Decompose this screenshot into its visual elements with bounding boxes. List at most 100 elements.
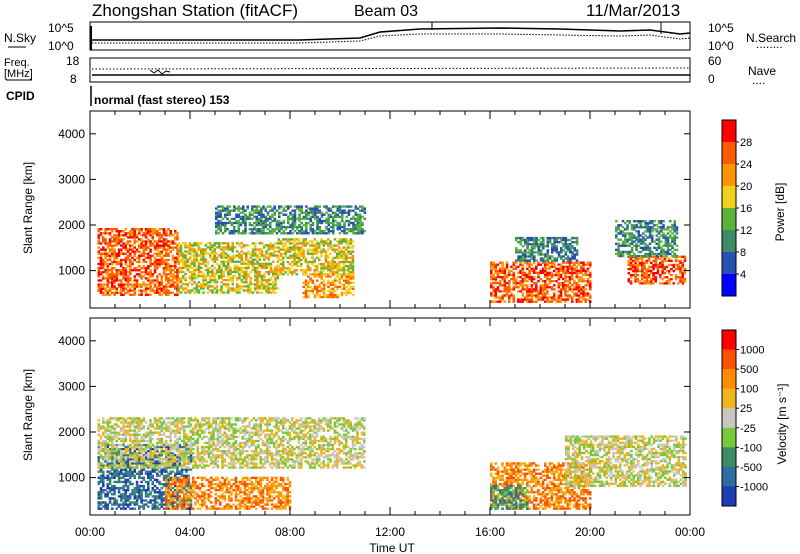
- echo-cell: [184, 256, 187, 259]
- echo-cell: [102, 425, 105, 428]
- echo-cell: [539, 298, 543, 301]
- echo-cell: [562, 261, 565, 264]
- echo-cell: [546, 238, 550, 242]
- echo-cell: [106, 503, 110, 506]
- echo-cell: [352, 285, 355, 289]
- echo-cell: [314, 209, 317, 212]
- echo-cell: [316, 211, 319, 214]
- echo-cell: [251, 217, 254, 221]
- echo-cell: [514, 282, 518, 285]
- echo-cell: [108, 482, 112, 486]
- echo-cell: [215, 289, 219, 292]
- echo-cell: [345, 228, 349, 231]
- echo-cell: [282, 207, 286, 210]
- echo-cell: [115, 252, 119, 255]
- echo-cell: [131, 489, 134, 492]
- echo-cell: [222, 274, 226, 278]
- echo-cell: [149, 271, 152, 274]
- echo-cell: [191, 266, 194, 270]
- echo-cell: [230, 232, 234, 235]
- echo-cell: [260, 266, 264, 270]
- echo-cell: [338, 215, 342, 219]
- echo-cell: [179, 248, 183, 251]
- echo-cell: [197, 244, 201, 247]
- echo-cell: [165, 262, 168, 266]
- echo-cell: [219, 223, 223, 227]
- echo-cell: [133, 285, 137, 288]
- echo-cell: [580, 288, 583, 291]
- echo-cell: [228, 213, 232, 216]
- echo-cell: [512, 275, 516, 279]
- echo-cell: [176, 236, 179, 239]
- echo-cell: [156, 460, 159, 463]
- echo-cell: [650, 278, 653, 281]
- echo-cell: [643, 282, 646, 285]
- echo-cell: [651, 236, 654, 239]
- echo-cell: [639, 222, 643, 225]
- echo-cell: [97, 275, 101, 278]
- echo-cell: [245, 272, 248, 276]
- echo-cell: [564, 284, 567, 287]
- echo-cell: [215, 256, 219, 259]
- echo-cell: [135, 484, 139, 488]
- echo-cell: [256, 285, 259, 288]
- echo-cell: [571, 296, 574, 299]
- echo-cell: [153, 244, 157, 247]
- echo-cell: [345, 279, 348, 282]
- echo-cell: [508, 273, 511, 277]
- echo-cell: [133, 279, 137, 282]
- echo-cell: [271, 207, 274, 210]
- echo-cell: [102, 283, 105, 286]
- echo-cell: [305, 230, 308, 233]
- echo-cell: [104, 287, 107, 290]
- echo-cell: [124, 283, 128, 286]
- echo-cell: [254, 254, 257, 257]
- echo-cell: [325, 211, 328, 214]
- echo-cell: [306, 248, 310, 251]
- echo-cell: [615, 230, 618, 233]
- echo-cell: [639, 238, 643, 241]
- echo-cell: [646, 224, 650, 227]
- echo-cell: [97, 287, 101, 290]
- echo-cell: [122, 468, 125, 471]
- echo-cell: [279, 248, 283, 251]
- echo-cell: [338, 279, 342, 282]
- echo-cell: [224, 254, 228, 257]
- echo-cell: [238, 252, 241, 255]
- echo-cell: [673, 222, 677, 225]
- echo-cell: [322, 244, 326, 247]
- echo-cell: [227, 272, 230, 276]
- echo-cell: [193, 272, 196, 276]
- echo-cell: [626, 244, 629, 247]
- echo-cell: [499, 284, 502, 287]
- echo-cell: [277, 242, 281, 245]
- echo-cell: [288, 254, 292, 257]
- echo-cell: [653, 246, 656, 250]
- date-title: 11/Mar/2013: [586, 1, 680, 20]
- echo-cell: [521, 298, 525, 301]
- echo-cell: [334, 215, 337, 219]
- echo-cell: [126, 462, 130, 465]
- echo-cell: [108, 250, 112, 253]
- echo-cell: [589, 286, 592, 289]
- echo-cell: [494, 290, 498, 293]
- echo-cell: [627, 261, 631, 265]
- echo-cell: [336, 225, 340, 229]
- echo-cell: [156, 287, 159, 290]
- echo-cell: [683, 272, 687, 275]
- echo-cell: [244, 230, 247, 233]
- echo-cell: [185, 499, 188, 502]
- echo-cell: [160, 258, 164, 262]
- echo-cell: [494, 267, 498, 270]
- echo-cell: [228, 232, 232, 235]
- echo-cell: [206, 268, 210, 272]
- echo-cell: [233, 209, 236, 212]
- echo-cell: [221, 223, 225, 227]
- echo-cell: [124, 493, 128, 496]
- echo-cell: [582, 286, 585, 289]
- echo-cell: [338, 285, 342, 289]
- echo-cell: [160, 244, 164, 247]
- echo-cell: [338, 209, 342, 212]
- echo-cell: [343, 225, 346, 229]
- echo-cell: [557, 273, 561, 277]
